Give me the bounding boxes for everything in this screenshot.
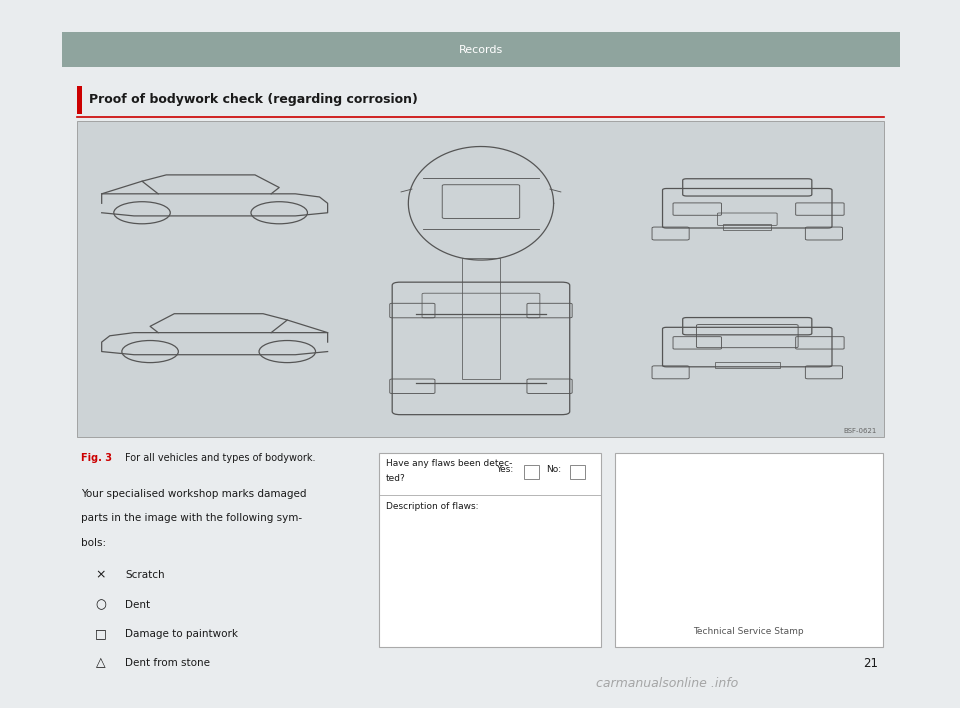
Text: ○: ○ <box>95 598 107 611</box>
Text: Scratch: Scratch <box>125 571 165 581</box>
Text: Description of flaws:: Description of flaws: <box>386 501 478 510</box>
Bar <box>723 224 772 229</box>
Text: Proof of bodywork check (regarding corrosion): Proof of bodywork check (regarding corro… <box>89 93 418 106</box>
Text: bols:: bols: <box>81 538 106 548</box>
Text: No:: No: <box>546 464 562 474</box>
Text: parts in the image with the following sym-: parts in the image with the following sy… <box>81 513 302 523</box>
Bar <box>78 86 83 114</box>
Text: Technical Service Stamp: Technical Service Stamp <box>693 627 804 636</box>
Bar <box>615 453 883 647</box>
Text: Records: Records <box>459 45 503 55</box>
Text: Have any flaws been detec-: Have any flaws been detec- <box>386 459 512 469</box>
Text: Fig. 3: Fig. 3 <box>81 453 111 463</box>
Bar <box>715 362 780 368</box>
Bar <box>462 258 500 379</box>
Text: BSF-0621: BSF-0621 <box>843 428 876 433</box>
Bar <box>523 464 539 479</box>
Text: Damage to paintwork: Damage to paintwork <box>125 629 238 639</box>
Text: Yes:: Yes: <box>496 464 514 474</box>
Text: ×: × <box>96 569 107 582</box>
Text: Dent: Dent <box>125 600 151 610</box>
Text: 21: 21 <box>864 657 878 670</box>
Text: carmanualsonline .info: carmanualsonline .info <box>596 678 738 690</box>
Bar <box>379 453 601 647</box>
Text: ted?: ted? <box>386 474 405 484</box>
Text: Dent from stone: Dent from stone <box>125 658 210 668</box>
Bar <box>78 121 884 437</box>
Text: Your specialised workshop marks damaged: Your specialised workshop marks damaged <box>81 489 306 498</box>
Text: For all vehicles and types of bodywork.: For all vehicles and types of bodywork. <box>125 453 316 463</box>
Text: □: □ <box>95 627 107 640</box>
Text: △: △ <box>96 656 106 669</box>
Bar <box>62 32 900 67</box>
Bar <box>569 464 585 479</box>
